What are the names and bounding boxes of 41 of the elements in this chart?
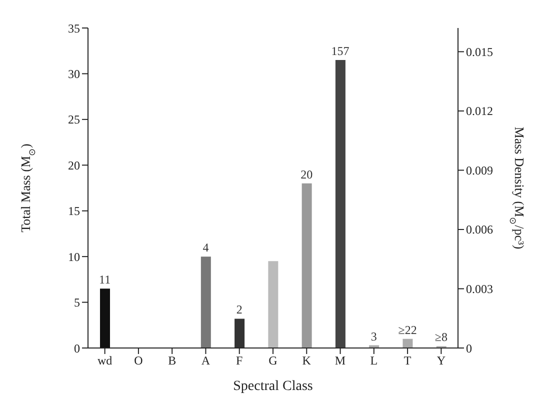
y-tick-label: 35 xyxy=(68,21,80,36)
bar xyxy=(234,318,245,348)
x-tick-label: L xyxy=(370,354,378,368)
x-tick-label: T xyxy=(404,354,412,368)
y2-tick-label: 0 xyxy=(466,341,472,356)
y2-tick-label: 0.003 xyxy=(466,282,493,296)
annotation: ≥22 xyxy=(398,322,417,337)
x-tick-label: A xyxy=(201,354,210,368)
x-tick-label: wd xyxy=(97,354,112,368)
x-tick-label: K xyxy=(302,354,312,368)
bar xyxy=(268,261,278,348)
bar xyxy=(200,256,211,348)
annotation: 20 xyxy=(300,167,313,182)
annotation: 11 xyxy=(99,272,111,287)
y-tick-label: 25 xyxy=(68,112,80,127)
annotation: 2 xyxy=(236,302,242,317)
y2-tick-label: 0.015 xyxy=(466,44,493,59)
y2-tick-label: 0.006 xyxy=(466,222,493,237)
annotation: 3 xyxy=(370,329,377,344)
y-tick-label: 0 xyxy=(74,341,80,356)
annotation: 4 xyxy=(202,240,209,255)
y2-tick-label: 0.009 xyxy=(466,163,493,178)
x-tick-label: B xyxy=(168,354,176,368)
x-tick-label: F xyxy=(236,354,244,368)
y-tick-label: 5 xyxy=(74,296,80,310)
x-tick-label: M xyxy=(334,354,346,368)
bar xyxy=(335,60,346,348)
y-tick-label: 30 xyxy=(68,66,80,81)
bar xyxy=(100,288,110,348)
y-tick-label: 15 xyxy=(68,204,80,218)
y-tick-label: 20 xyxy=(68,158,80,172)
x-tick-label: G xyxy=(268,354,278,368)
bar xyxy=(302,183,312,348)
y2-tick-label: 0.012 xyxy=(466,104,493,118)
y-tick-label: 10 xyxy=(68,250,80,264)
x-tick-label: O xyxy=(134,354,144,368)
annotation: ≥8 xyxy=(434,330,448,344)
x-axis-title: Spectral Class xyxy=(233,379,313,394)
bar xyxy=(402,338,413,348)
x-tick-label: Y xyxy=(436,354,446,368)
annotation: 157 xyxy=(331,44,350,58)
